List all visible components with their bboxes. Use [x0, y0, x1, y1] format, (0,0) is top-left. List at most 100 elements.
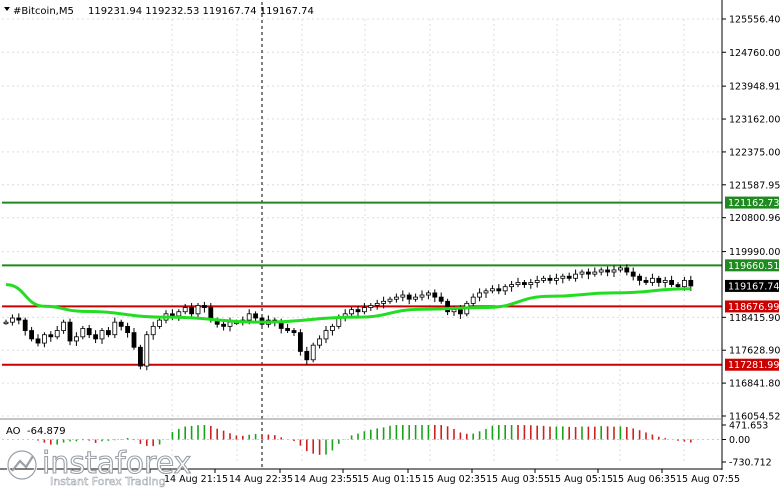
candle-body: [624, 267, 630, 273]
y-tick-label: 121587.95: [729, 180, 780, 191]
candle-body: [355, 309, 361, 313]
ao-y-tick-label: 471.653: [729, 421, 768, 432]
level-price-badge: [725, 259, 779, 272]
candle-body: [16, 317, 22, 321]
candle-body: [406, 294, 412, 300]
ao-header: AO -64.879: [6, 426, 66, 437]
candle-body: [35, 338, 41, 344]
current-price-badge: [725, 279, 779, 292]
candle-body: [387, 298, 393, 302]
y-tick-label: 123948.91: [729, 82, 780, 93]
candle-body: [189, 307, 195, 315]
candle-body: [515, 282, 521, 285]
moving-average-line: [5, 283, 691, 324]
candle-body: [157, 319, 163, 327]
candle-body: [381, 300, 387, 304]
x-tick-label: 15 Aug 07:55: [676, 474, 740, 485]
y-tick-label: 125556.40: [729, 15, 780, 26]
y-tick-label: 122375.00: [729, 147, 780, 158]
x-tick-label: 15 Aug 02:35: [422, 474, 486, 485]
x-tick-label: 14 Aug 21:15: [164, 474, 228, 485]
watermark-tagline: Instant Forex Trading: [50, 475, 166, 488]
candle-body: [93, 334, 98, 340]
level-price-label: 118676.99: [728, 302, 779, 313]
candle-body: [688, 279, 694, 287]
x-tick-label: 14 Aug 22:35: [229, 474, 293, 485]
ohlc-values: 119231.94 119232.53 119167.74 119167.74: [88, 6, 314, 17]
ao-histogram: [2, 425, 722, 455]
candle-body: [182, 307, 188, 313]
chart-header: #Bitcoin,M5 119231.94 119232.53 119167.7…: [4, 6, 314, 17]
candle-body: [547, 277, 553, 281]
instaforex-watermark: instaforex Instant Forex Trading: [6, 445, 192, 488]
candle-body: [67, 321, 73, 342]
x-axis-labels: 14 Aug 21:15 14 Aug 22:35 14 Aug 23:55 15 A…: [164, 474, 740, 485]
level-price-badge: [725, 300, 779, 313]
candle-body: [560, 275, 566, 279]
candle-body: [137, 346, 143, 367]
current-price-label: 119167.74: [728, 281, 779, 292]
candle-body: [80, 328, 86, 338]
level-price-label: 117281.99: [728, 360, 779, 371]
candle-body: [586, 271, 591, 275]
candle-body: [579, 271, 585, 275]
candle-body: [54, 330, 60, 338]
candle-body: [541, 277, 546, 281]
y-tick-label: 119990.00: [729, 247, 780, 258]
level-price-badge: [725, 196, 779, 209]
candle-body: [29, 330, 35, 340]
y-tick-label: 123162.00: [729, 115, 780, 126]
y-tick-label: 116841.80: [729, 379, 780, 390]
candle-body: [201, 305, 207, 308]
y-axis-labels: 125556.40 124760.00 123948.91 123162.00 1223…: [729, 15, 780, 469]
candle-body: [643, 279, 649, 283]
candle-body: [598, 269, 604, 273]
candle-body: [144, 334, 150, 367]
candle-body: [489, 288, 495, 292]
grid: [2, 2, 722, 470]
candle-body: [662, 279, 668, 283]
candle-body: [150, 325, 156, 336]
candle-body: [618, 267, 623, 271]
candle-body: [323, 330, 329, 340]
candle-body: [221, 323, 227, 327]
candle-body: [74, 336, 79, 342]
candle-body: [502, 286, 508, 292]
x-tick-label: 14 Aug 23:55: [294, 474, 358, 485]
candle-body: [509, 284, 515, 288]
candle-body: [131, 332, 137, 348]
candle-body: [3, 321, 9, 325]
candle-body: [349, 309, 355, 315]
candle-body: [61, 321, 66, 331]
candle-body: [310, 344, 316, 361]
candle-body: [22, 319, 28, 331]
candle-body: [86, 328, 92, 336]
levels: 121162.73 119660.51 118676.99 117281.99 1191…: [2, 196, 779, 371]
level-price-badge: [725, 358, 779, 371]
candle-body: [534, 279, 540, 283]
candle-body: [592, 271, 598, 275]
candle-body: [48, 334, 54, 338]
candle-body: [285, 328, 291, 331]
x-tick-label: 15 Aug 06:35: [612, 474, 676, 485]
candle-body: [291, 330, 297, 334]
y-tick-label: 120800.96: [729, 213, 780, 224]
candle-body: [425, 292, 431, 296]
symbol-label: #Bitcoin,M5: [13, 6, 74, 17]
candle-body: [470, 296, 476, 304]
candle-body: [630, 271, 636, 277]
candle-body: [246, 313, 252, 321]
candle-body: [483, 290, 489, 294]
candle-body: [125, 325, 130, 334]
candle-body: [9, 317, 15, 323]
candle-body: [496, 288, 502, 292]
candle-body: [329, 325, 335, 331]
candle-body: [477, 292, 483, 298]
y-tick-label: 118415.90: [729, 313, 780, 324]
candle-body: [112, 321, 118, 336]
level-price-label: 121162.73: [728, 198, 779, 209]
y-tick-label: 116054.52: [729, 412, 780, 423]
candle-body: [605, 269, 610, 273]
candle-body: [304, 351, 310, 361]
candle-body: [650, 277, 655, 283]
